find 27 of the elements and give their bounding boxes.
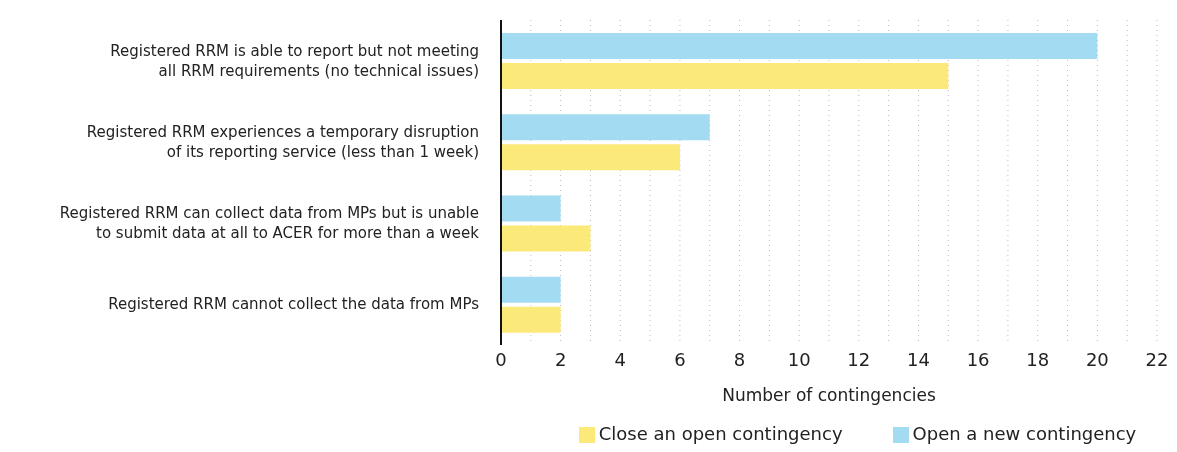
x-tick-label: 14 — [907, 348, 930, 370]
x-tick-label: 6 — [674, 348, 686, 370]
legend-label: Close an open contingency — [598, 423, 843, 444]
x-tick-label: 18 — [1026, 348, 1050, 370]
x-tick-label: 12 — [847, 348, 871, 370]
y-tick-label: Registered RRM can collect data from MPs but is unable to submit data at all to ACER for more than a week — [59, 203, 480, 242]
bar — [501, 225, 591, 252]
legend-label: Open a new contingency — [912, 423, 1137, 444]
bar — [501, 306, 561, 333]
y-tick-label: Registered RRM experiences a temporary disruption of its reporting service (less than 1 week) — [86, 122, 479, 161]
y-tick-label: Registered RRM is able to report but not meeting all RRM requirements (no technical issues) — [110, 41, 479, 80]
bar — [501, 144, 680, 171]
bar — [501, 276, 561, 303]
x-tick-label: 22 — [1145, 348, 1169, 370]
x-tick-label: 20 — [1085, 348, 1109, 370]
x-tick-label: 0 — [495, 348, 507, 370]
bar — [501, 33, 1098, 59]
bar — [501, 195, 561, 222]
x-tick-label: 10 — [787, 348, 811, 370]
x-tick-label: 8 — [733, 348, 746, 370]
x-tick-label: 16 — [966, 348, 990, 370]
x-axis-title: Number of contingencies — [722, 385, 936, 405]
x-tick-label: 2 — [554, 348, 567, 370]
x-tick-label: 4 — [614, 348, 626, 370]
bar — [501, 114, 710, 141]
y-tick-label: Registered RRM cannot collect the data from MPs — [108, 294, 480, 313]
bar — [501, 63, 949, 89]
